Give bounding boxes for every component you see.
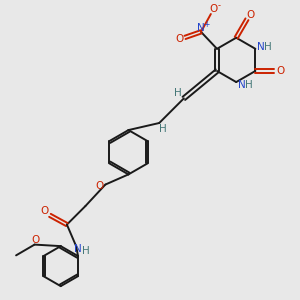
Text: H: H	[174, 88, 182, 98]
Text: -: -	[218, 1, 221, 10]
Text: O: O	[31, 235, 39, 245]
Text: H: H	[245, 80, 253, 89]
Text: +: +	[203, 20, 209, 29]
Text: O: O	[209, 4, 218, 14]
Text: O: O	[276, 66, 284, 76]
Text: H: H	[82, 246, 90, 256]
Text: O: O	[96, 181, 104, 191]
Text: O: O	[40, 206, 49, 216]
Text: N: N	[238, 80, 246, 89]
Text: N: N	[257, 42, 265, 52]
Text: N: N	[197, 23, 205, 33]
Text: H: H	[159, 124, 167, 134]
Text: O: O	[175, 34, 184, 44]
Text: N: N	[74, 244, 82, 254]
Text: H: H	[264, 42, 272, 52]
Text: O: O	[247, 10, 255, 20]
